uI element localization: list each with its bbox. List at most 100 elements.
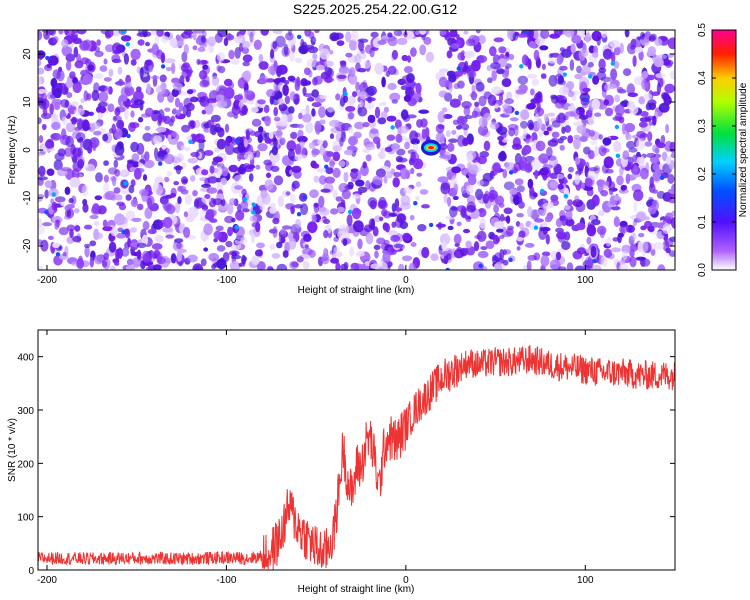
spectrogram-cell — [602, 137, 612, 146]
spectrogram-cell — [477, 124, 489, 136]
spectrogram-cell — [116, 119, 125, 130]
spectrogram-cell — [148, 261, 154, 270]
spectrogram-cell — [282, 84, 289, 96]
spectrogram-cell — [54, 221, 60, 230]
spectrogram-cell — [110, 228, 118, 237]
colorbar-tick-label: 0.1 — [697, 215, 708, 229]
spectrogram-cell — [216, 182, 224, 188]
spectrogram-cell — [344, 149, 353, 156]
spectrogram-cell — [69, 71, 76, 79]
spectrogram-cell — [601, 148, 610, 153]
spectrogram-cell — [50, 77, 58, 88]
spectrogram-cell — [129, 122, 140, 129]
spectrogram-cell — [387, 65, 397, 76]
spectrogram-cell — [423, 36, 432, 46]
spectrogram-cell — [309, 189, 319, 199]
spectrogram-cell — [312, 77, 318, 86]
spectrogram-cell — [471, 59, 481, 72]
spectrogram-cell — [548, 74, 558, 87]
spectrogram-cell — [118, 203, 127, 211]
spectrogram-cell — [466, 184, 474, 195]
spectrogram-y-tick-label: -10 — [22, 190, 33, 205]
spectrogram-cell — [335, 262, 341, 270]
spectrogram-cell — [343, 94, 348, 104]
spectrogram-cell — [536, 101, 541, 113]
spectrogram-cell — [392, 177, 400, 188]
spectrogram-cell — [487, 77, 493, 84]
spectrogram-cell — [648, 205, 657, 215]
spectrogram-cell — [242, 70, 252, 82]
spectrogram-cell — [647, 131, 653, 142]
spectrogram-cell — [316, 168, 327, 173]
spectrogram-cell — [493, 103, 499, 109]
spectrogram-cell — [72, 37, 82, 44]
spectrogram-cell — [170, 192, 177, 198]
spectrogram-cell — [294, 204, 303, 209]
spectrogram-cell — [197, 47, 206, 52]
spectrogram-cell — [540, 73, 547, 79]
spectrogram-cell — [446, 50, 453, 59]
spectrogram-cell — [82, 198, 88, 206]
colorbar-tick-label: 0.2 — [697, 167, 708, 181]
spectrogram-cell-bright — [45, 55, 50, 61]
spectrogram-cell-bright — [584, 98, 589, 103]
spectrogram-cell — [609, 40, 620, 49]
snr-x-tick-label: -200 — [37, 575, 57, 586]
spectrogram-cell — [362, 161, 368, 169]
spectrogram-cell — [38, 194, 45, 199]
spectrogram-cell — [628, 147, 638, 153]
spectrogram-cell — [574, 173, 580, 185]
spectrogram-cell — [186, 89, 194, 95]
spectrogram-cell — [122, 247, 130, 257]
spectrogram-cell — [670, 217, 675, 229]
spectrogram-cell — [242, 61, 250, 67]
spectrogram-cell — [123, 53, 129, 65]
spectrogram-cell — [633, 189, 644, 202]
spectrogram-cell — [306, 97, 315, 102]
spectrogram-cell — [482, 193, 489, 204]
spectrogram-cell — [117, 66, 123, 75]
spectrogram-cell — [311, 102, 322, 108]
spectrogram-cell — [359, 82, 369, 94]
spectrogram-y-tick-label: -20 — [22, 238, 33, 253]
spectrogram-cell — [299, 109, 308, 114]
spectrogram-cell — [496, 68, 505, 75]
spectrogram-cell — [186, 136, 193, 141]
spectrogram-x-tick-label: -200 — [37, 275, 57, 286]
spectrogram-cell — [626, 140, 636, 149]
spectrogram-cell — [89, 240, 97, 247]
spectrogram-cell — [145, 41, 150, 47]
spectrogram-cell — [549, 155, 558, 168]
spectrogram-x-ticks: -200 -100 0 100 — [37, 30, 594, 286]
spectrogram-cell — [348, 67, 356, 77]
spectrogram-cell — [51, 84, 56, 96]
spectrogram-cell — [76, 53, 82, 63]
spectrogram-cell — [502, 103, 512, 116]
spectrogram-cell — [640, 167, 649, 180]
spectrogram-cell — [527, 73, 537, 79]
spectrogram-cell — [187, 254, 198, 263]
spectrogram-cell — [357, 238, 363, 250]
spectrogram-cell — [476, 230, 487, 242]
spectrogram-cell — [280, 236, 286, 244]
spectrogram-cell — [410, 242, 417, 247]
spectrogram-cell — [559, 65, 568, 71]
spectrogram-cell — [229, 198, 237, 206]
spectrogram-cell — [246, 99, 255, 105]
spectrogram-cell — [447, 142, 455, 152]
spectrogram-cell — [133, 167, 142, 180]
spectrogram-cell — [332, 151, 341, 162]
spectrogram-cell — [567, 105, 576, 111]
spectrogram-cell — [178, 185, 187, 192]
spectrogram-cell — [581, 64, 591, 75]
spectrogram-cell — [216, 100, 228, 109]
spectrogram-cell — [44, 180, 53, 189]
spectrogram-cell — [364, 260, 371, 267]
spectrogram-cell — [136, 86, 142, 93]
spectrogram-cell — [502, 259, 509, 266]
spectrogram-cell — [38, 30, 43, 41]
spectrogram-cell — [557, 75, 565, 84]
spectrogram-cell — [264, 179, 274, 191]
spectrogram-cell — [336, 206, 345, 213]
spectrogram-cell — [194, 119, 201, 129]
